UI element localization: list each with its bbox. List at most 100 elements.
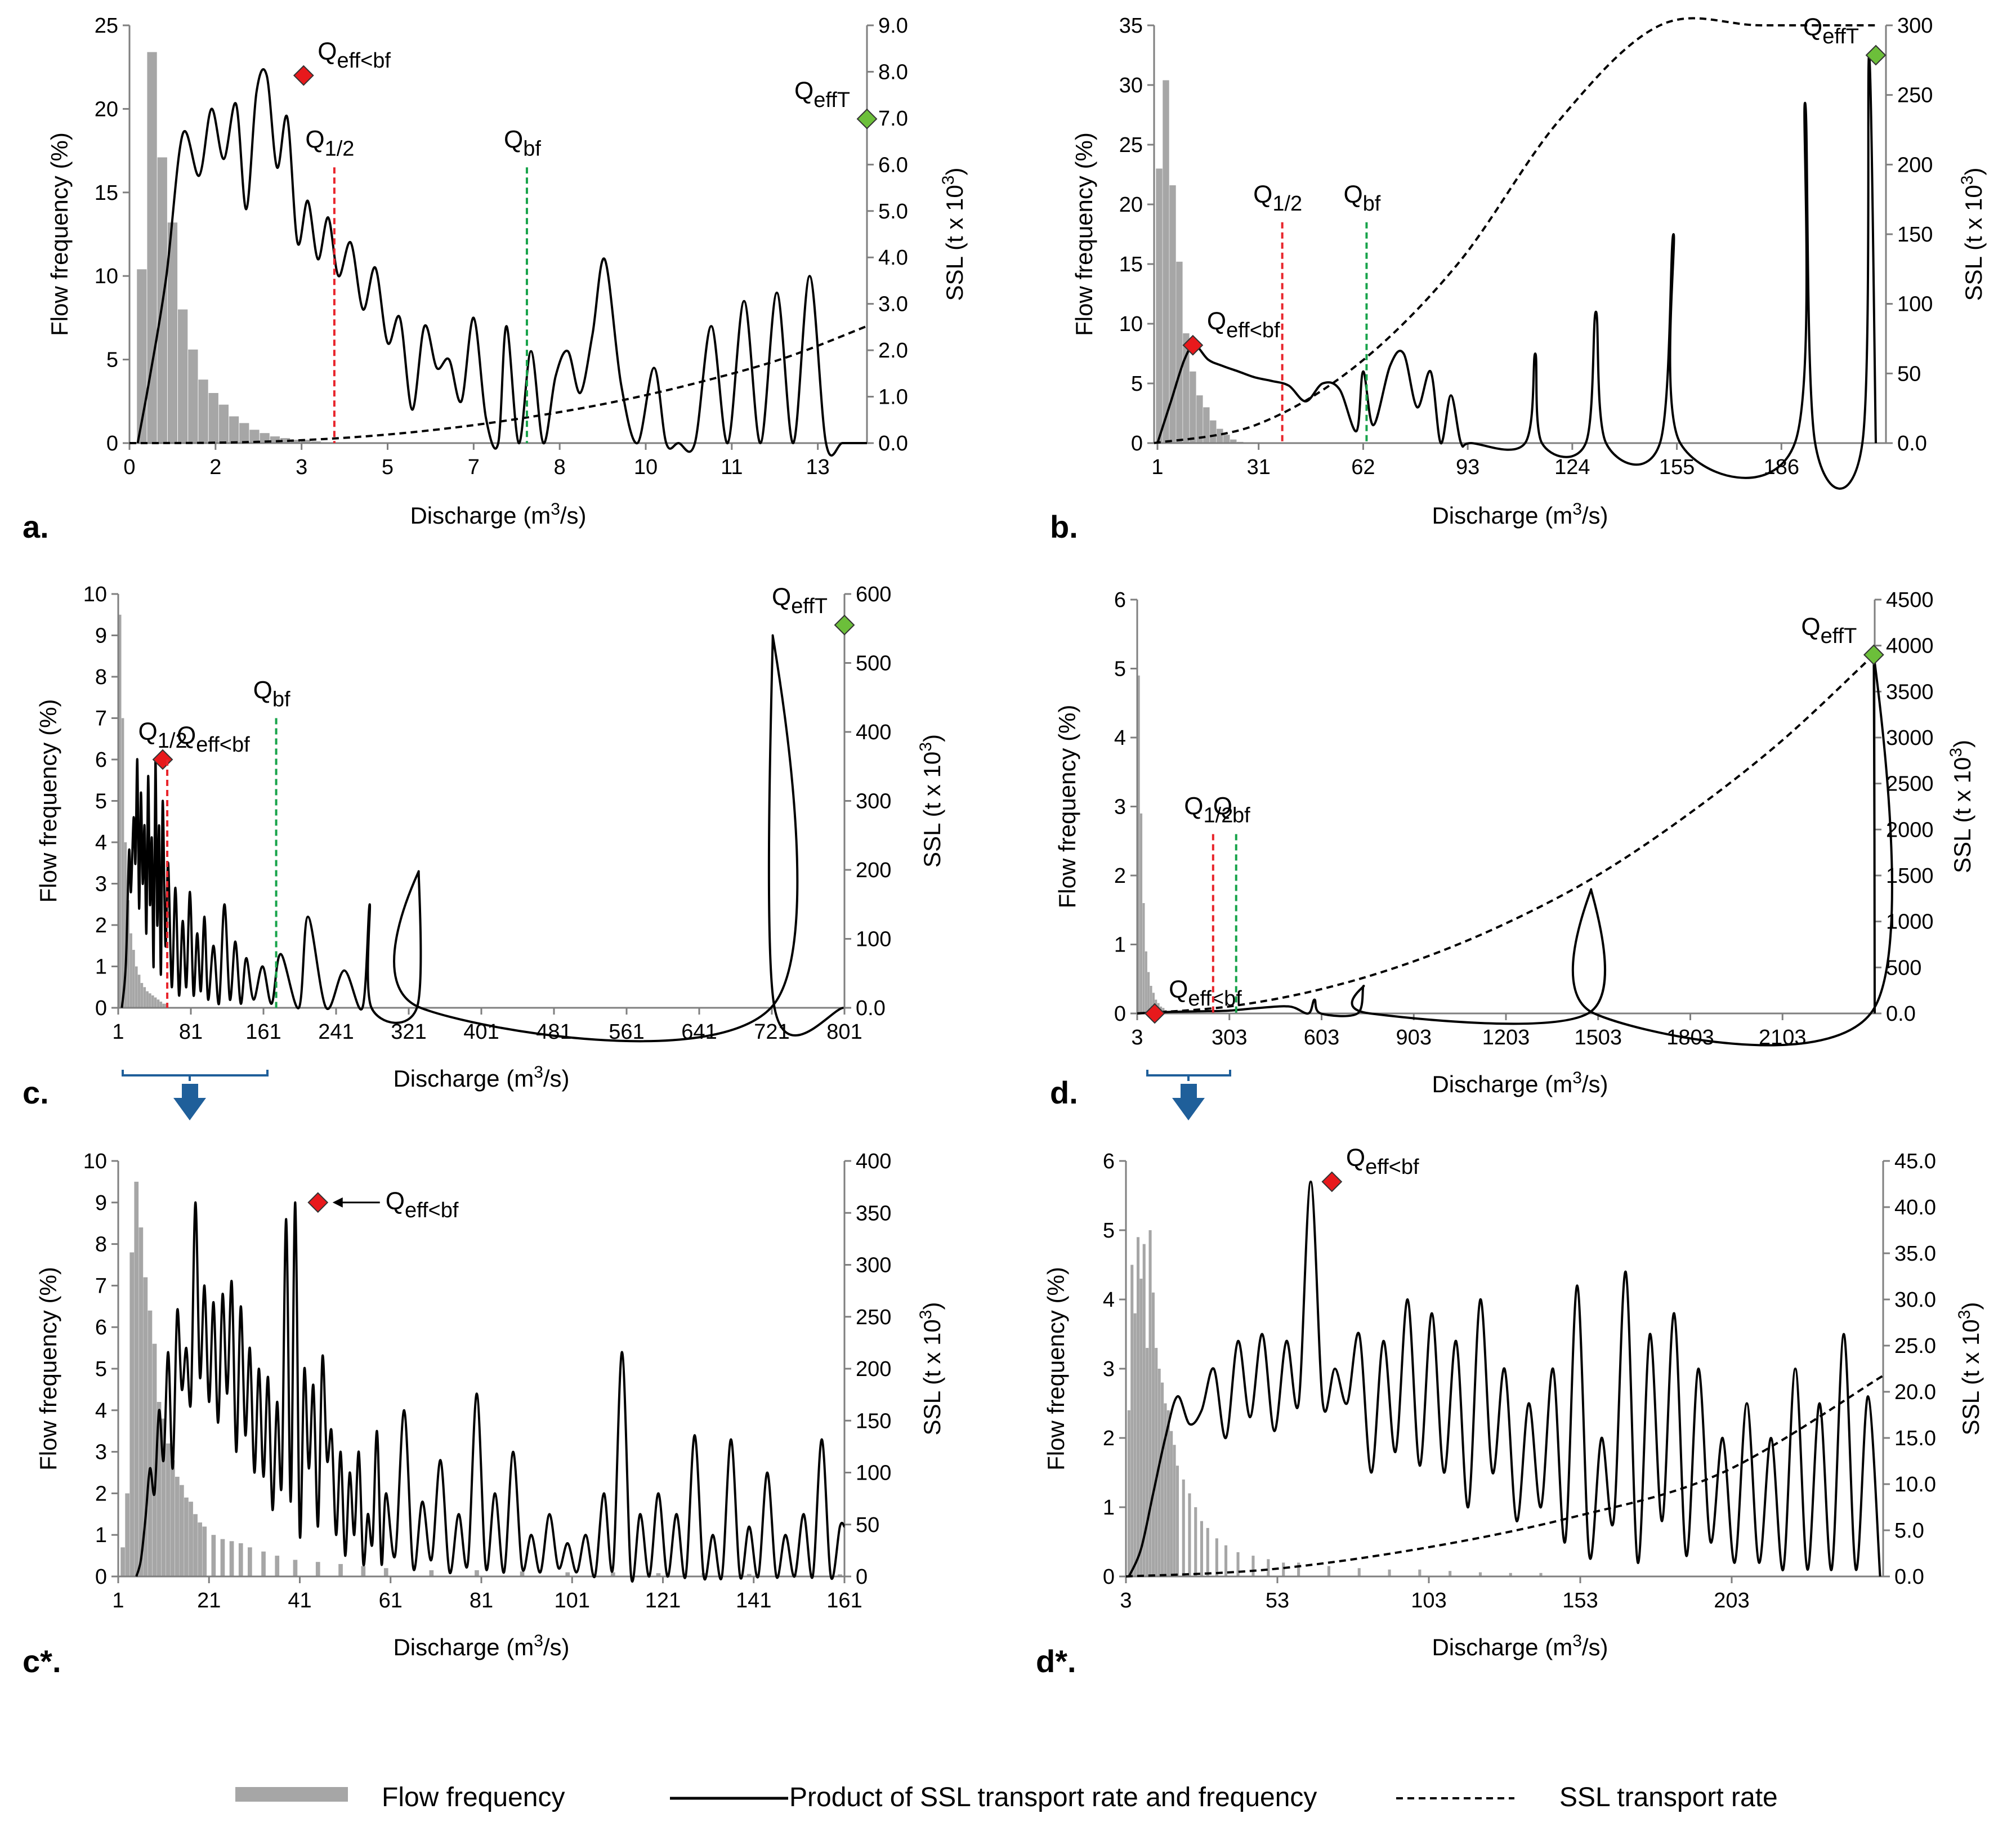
y2-axis-label: SSL (t x 103): [1947, 740, 1975, 873]
y-tick-label: 4: [95, 1399, 107, 1423]
hist-bar: [161, 1418, 166, 1576]
hist-bar: [1127, 1410, 1130, 1576]
y-tick-label: 5: [1103, 1219, 1115, 1243]
y2-axis-label: SSL (t x 103): [917, 1302, 945, 1436]
hist-bar: [147, 1310, 153, 1576]
y-tick-label: 0: [95, 1565, 107, 1589]
hist-bar: [1157, 1369, 1161, 1576]
x-tick-label: 8: [554, 455, 566, 479]
hist-bar: [1203, 407, 1210, 443]
x-tick-label: 5: [382, 455, 394, 479]
y2-tick-label: 5.0: [878, 200, 908, 224]
hist-bar: [1357, 1568, 1361, 1576]
product-series: [1137, 654, 1893, 1047]
marker-qeff-lt-bf: [1144, 1003, 1165, 1024]
chart-d: 0 1 2 3 4 5 6 0.0 500 1000 1500 2000 2500 3000 3500 400…: [1050, 588, 1975, 1110]
hist-bar: [275, 1556, 280, 1576]
y-tick-label: 9: [95, 624, 107, 648]
y-tick-label: 10: [83, 1150, 107, 1173]
hist-bar: [218, 404, 229, 443]
x-tick-label: 124: [1554, 455, 1590, 479]
hist-bar: [1267, 1559, 1270, 1577]
x-tick-label: 141: [736, 1589, 771, 1612]
y2-tick-label: 9.0: [878, 14, 908, 38]
hist-bar: [198, 1522, 202, 1576]
y2-tick-label: 0.0: [1886, 1002, 1916, 1026]
hist-bar: [1170, 1431, 1173, 1576]
x-tick-label: 153: [1562, 1589, 1598, 1612]
label-qeff-lt-bf: Qeff<bf: [177, 722, 250, 757]
hist-bar: [1169, 185, 1176, 443]
y2-tick-label: 8.0: [878, 60, 908, 84]
hist-bar: [338, 1564, 343, 1576]
hist-bar: [121, 718, 124, 1008]
rate-curve: [1154, 17, 1876, 444]
y2-tick-label: 2000: [1886, 818, 1934, 842]
y-axis-label: Flow frequency (%): [1054, 705, 1080, 909]
hist-bar: [178, 309, 188, 443]
y2-tick-label: 30.0: [1894, 1288, 1936, 1312]
x-tick-label: 103: [1411, 1589, 1446, 1612]
y2-axis-label: SSL (t x 103): [1958, 168, 1987, 301]
hist-bar: [229, 1541, 234, 1576]
x-tick-label: 1: [112, 1020, 124, 1044]
label-qefft: QeffT: [1801, 613, 1857, 648]
chart-a: 05101520250.01.02.03.04.05.06.07.08.09.0…: [23, 14, 968, 544]
x-tick-label: 161: [826, 1589, 862, 1612]
x-axis-label: Discharge (m3/s): [1432, 500, 1608, 529]
label-qbf: Qbf: [253, 677, 290, 712]
hist-bar: [198, 379, 208, 443]
x-axis-label: Discharge (m3/s): [410, 500, 586, 529]
y2-tick-label: 4.0: [878, 246, 908, 270]
y-tick-label: 5: [106, 349, 118, 372]
hist-bar: [293, 1560, 298, 1576]
y-tick-label: 6: [95, 748, 107, 772]
y-tick-label: 8: [95, 1233, 107, 1257]
y2-tick-label: 350: [856, 1201, 891, 1225]
x-tick-label: 81: [179, 1020, 203, 1044]
y-tick-label: 0: [106, 432, 118, 455]
y2-tick-label: 50: [856, 1513, 879, 1537]
hist-bar: [1151, 1292, 1155, 1576]
y2-tick-label: 400: [856, 721, 891, 744]
hist-bar: [1145, 951, 1147, 1014]
label-qefft: QeffT: [794, 77, 850, 112]
hist-bar: [1163, 80, 1169, 443]
x-tick-label: 13: [806, 455, 830, 479]
y-tick-label: 7: [95, 1274, 107, 1298]
label-qbf: Qbf: [504, 126, 541, 160]
hist-bar: [1236, 1552, 1240, 1576]
hist-bar: [1190, 371, 1196, 443]
y-tick-label: 3: [1114, 796, 1126, 819]
y-tick-label: 6: [1114, 588, 1126, 612]
marker-qeff-lt-bf: [152, 749, 173, 770]
hist-bar: [129, 1252, 135, 1576]
zoom-bracket-c: [122, 1070, 269, 1081]
x-tick-label: 155: [1659, 455, 1695, 479]
x-axis-label: Discharge (m3/s): [393, 1063, 569, 1092]
hist-bar: [166, 1443, 171, 1576]
hist-bar: [1148, 1230, 1152, 1576]
label-q12: Q1/2: [1253, 181, 1302, 216]
y2-tick-label: 0.0: [856, 997, 886, 1020]
y2-tick-label: 3000: [1886, 726, 1934, 750]
hist-bar: [1215, 1538, 1218, 1576]
y-tick-label: 9: [95, 1191, 107, 1215]
hist-bar: [1137, 1237, 1140, 1576]
x-tick-label: 2: [209, 455, 221, 479]
x-tick-label: 186: [1764, 455, 1799, 479]
y2-tick-label: 100: [1897, 293, 1933, 316]
hist-bar: [151, 995, 154, 1008]
legend-label-product: Product of SSL transport rate and freque…: [789, 1783, 1317, 1812]
chart-dstar: 0 1 2 3 4 5 6 0.0 5.0 10.0 15.0 20.0 25.0 30.0 35.0 40.…: [1036, 1144, 1984, 1679]
x-tick-label: 241: [318, 1020, 354, 1044]
x-tick-label: 21: [197, 1589, 221, 1612]
marker-qefft: [1865, 44, 1887, 66]
hist-bar: [1139, 1279, 1143, 1576]
x-tick-label: 321: [391, 1020, 426, 1044]
hist-bar: [137, 269, 147, 443]
y2-tick-label: 4500: [1886, 588, 1934, 612]
marker-qefft: [834, 614, 855, 636]
label-qeff-lt-bf: Qeff<bf: [1207, 307, 1280, 342]
